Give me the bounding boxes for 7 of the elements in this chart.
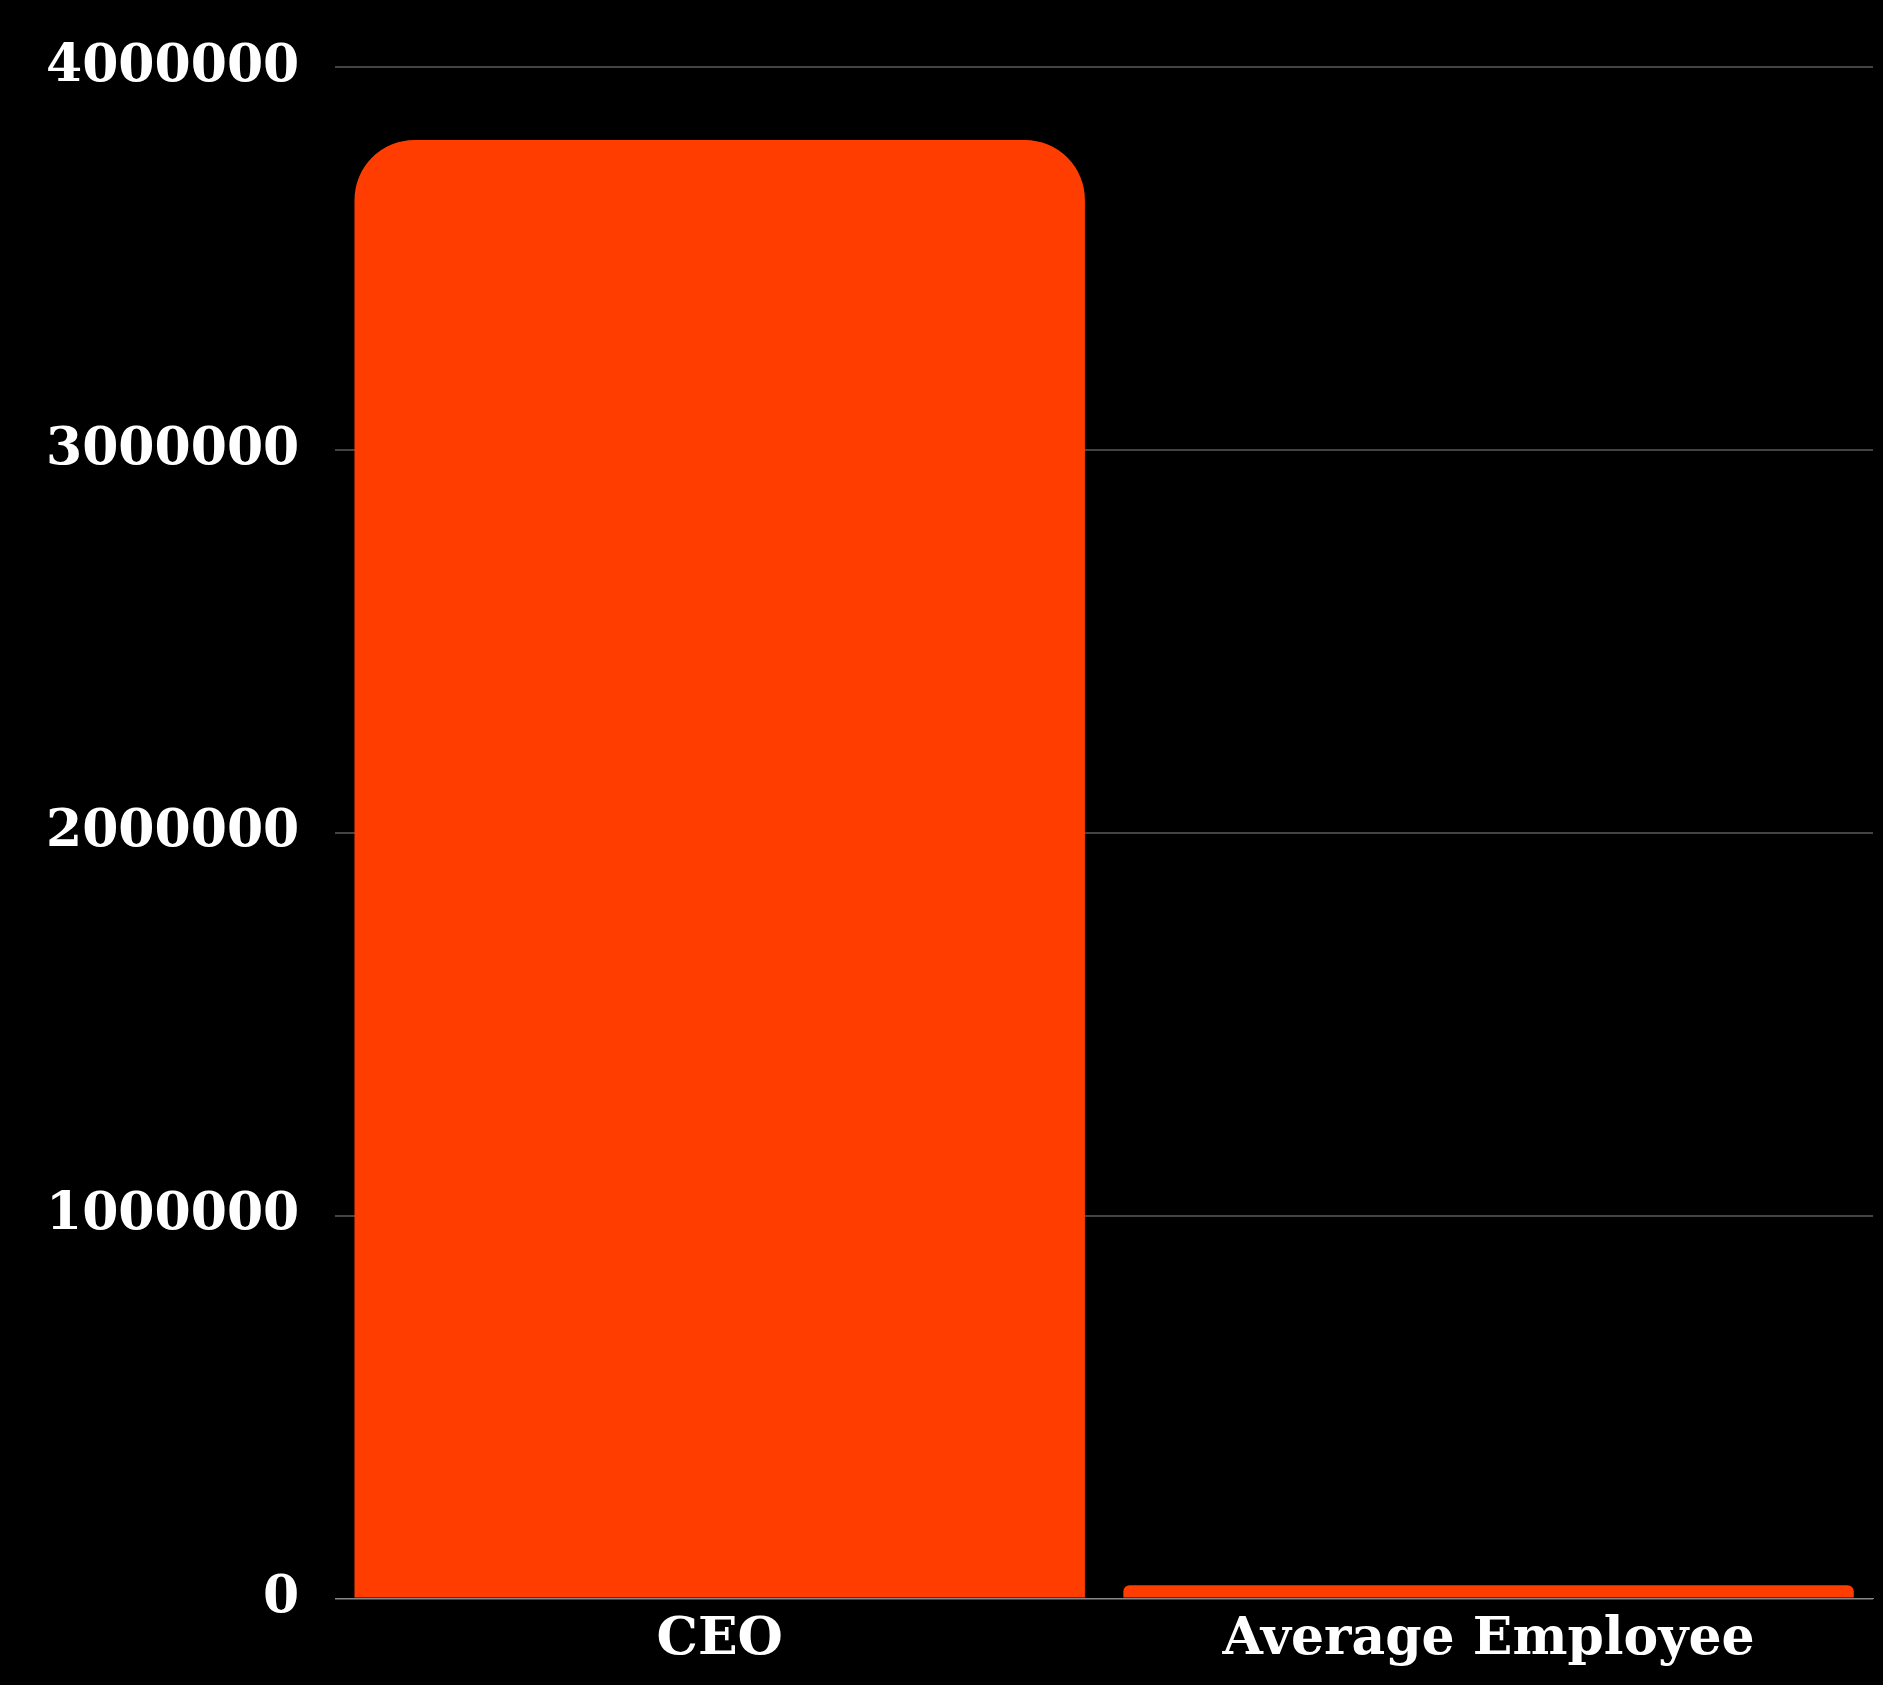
x-tick-label: CEO bbox=[656, 1605, 783, 1667]
y-tick-label: 4000000 bbox=[45, 31, 300, 93]
x-tick-label: Average Employee bbox=[1221, 1605, 1755, 1667]
y-tick-label: 1000000 bbox=[45, 1180, 300, 1242]
y-tick-label: 2000000 bbox=[45, 797, 300, 859]
y-tick-label: 3000000 bbox=[45, 414, 300, 476]
y-tick-label: 0 bbox=[263, 1563, 300, 1625]
